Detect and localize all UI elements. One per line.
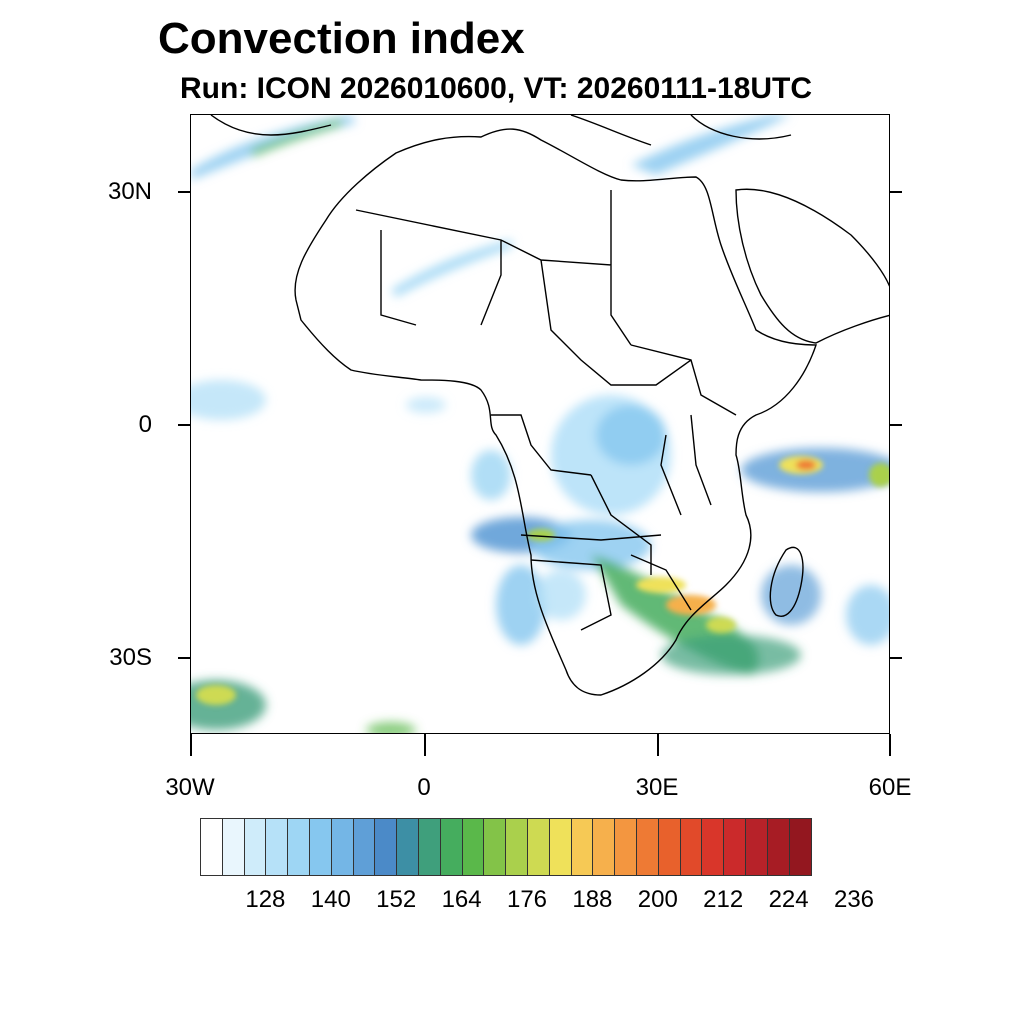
colorbar-box-27 <box>789 819 812 875</box>
colorbar-box-16 <box>549 819 572 875</box>
colorbar-box-20 <box>636 819 659 875</box>
colorbar-box-21 <box>658 819 681 875</box>
tick-lat-30n-right <box>890 191 902 193</box>
tick-lat-30s-left <box>178 657 190 659</box>
colorbar-box-0 <box>201 819 223 875</box>
tick-lon-30w <box>190 734 192 756</box>
lon-label-60e: 60E <box>868 774 912 801</box>
colorbar-box-17 <box>571 819 594 875</box>
map-canvas <box>191 115 889 733</box>
colorbar-box-4 <box>288 819 310 875</box>
map-panel <box>190 114 890 734</box>
colorbar-box-23 <box>702 819 725 875</box>
colorbar-label: 128 <box>245 886 286 913</box>
tick-lat-0-left <box>178 424 190 426</box>
tick-lon-0 <box>424 734 426 756</box>
tick-lat-30s-right <box>890 657 902 659</box>
colorbar-label: 152 <box>376 886 417 913</box>
colorbar-box-7 <box>353 819 376 875</box>
colorbar-label: 176 <box>506 886 548 913</box>
colorbar-box-14 <box>506 819 528 875</box>
colorbar-box-26 <box>767 819 790 875</box>
colorbar-label: 212 <box>703 886 744 913</box>
colorbar-label: 200 <box>637 886 678 913</box>
colorbar-box-8 <box>375 819 398 875</box>
colorbar-box-18 <box>593 819 616 875</box>
lat-label-0: 0 <box>138 411 152 438</box>
colorbar-box-25 <box>745 819 768 875</box>
chart-subtitle: Run: ICON 2026010600, VT: 20260111-18UTC <box>180 72 813 105</box>
colorbar-box-9 <box>397 819 419 875</box>
colorbar-label: 236 <box>833 886 875 913</box>
colorbar-box-2 <box>244 819 267 875</box>
lon-label-0: 0 <box>417 774 431 801</box>
colorbar-label: 140 <box>310 886 351 913</box>
tick-lon-60e <box>889 734 891 756</box>
colorbar-box-15 <box>527 819 550 875</box>
colorbar-box-13 <box>484 819 507 875</box>
lat-label-30s: 30S <box>109 644 152 671</box>
lat-label-30n: 30N <box>107 178 152 205</box>
colorbar-box-6 <box>331 819 354 875</box>
chart-title: Convection index <box>158 14 525 63</box>
colorbar-box-10 <box>418 819 441 875</box>
colorbar-box-5 <box>309 819 332 875</box>
colorbar-box-3 <box>266 819 289 875</box>
tick-lon-30e <box>657 734 659 756</box>
colorbar-box-24 <box>724 819 746 875</box>
lon-label-30e: 30E <box>635 774 679 801</box>
colorbar-box-22 <box>680 819 703 875</box>
convection-field <box>191 115 889 733</box>
colorbar-label: 224 <box>768 886 809 913</box>
colorbar-box-12 <box>462 819 485 875</box>
colorbar-label: 188 <box>572 886 613 913</box>
colorbar-label: 164 <box>441 886 482 913</box>
colorbar-box-1 <box>222 819 245 875</box>
lon-label-30w: 30W <box>165 774 215 801</box>
colorbar-box-19 <box>615 819 637 875</box>
colorbar <box>200 818 813 876</box>
colorbar-box-11 <box>440 819 463 875</box>
tick-lat-30n-left <box>178 191 190 193</box>
tick-lat-0-right <box>890 424 902 426</box>
coastlines <box>210 115 889 696</box>
